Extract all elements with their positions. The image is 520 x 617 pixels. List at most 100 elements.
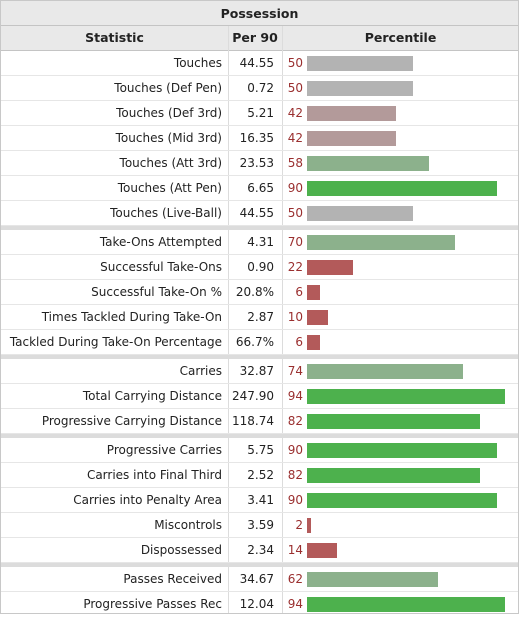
percentile-bar [307,414,480,429]
percentile-value: 6 [295,335,303,349]
percentile-value: 50 [287,206,303,220]
group-separator [1,355,518,359]
column-header-statistic[interactable]: Statistic [85,30,144,45]
percentile-bar [307,235,455,250]
per90-value: 5.21 [247,106,274,120]
table-row: Progressive Carrying Distance 118.74 82 [1,409,518,434]
table-row: Successful Take-On % 20.8% 6 [1,280,518,305]
table-row: Touches (Att Pen) 6.65 90 [1,176,518,201]
per90-value: 12.04 [239,597,274,611]
percentile-bar [307,260,353,275]
per90-value: 20.8% [235,285,274,299]
stat-name: Progressive Carrying Distance [41,414,222,428]
per90-value: 4.31 [247,235,274,249]
percentile-bar [307,389,505,404]
percentile-bar [307,285,320,300]
table-row: Carries into Penalty Area 3.41 90 [1,488,518,513]
per90-value: 2.87 [247,310,274,324]
stat-name: Times Tackled During Take-On [41,310,222,324]
stat-name: Passes Received [123,572,222,586]
percentile-bar [307,543,337,558]
percentile-bar [307,572,438,587]
group-separator [1,434,518,438]
group-separator [1,226,518,230]
per90-value: 3.41 [247,493,274,507]
per90-value: 66.7% [235,335,274,349]
table-row: Carries into Final Third 2.52 82 [1,463,518,488]
group-separator [1,563,518,567]
table-row: Carries 32.87 74 [1,359,518,384]
table-row: Take-Ons Attempted 4.31 70 [1,230,518,255]
stat-name: Total Carrying Distance [82,389,222,403]
column-header-percentile[interactable]: Percentile [364,30,437,45]
percentile-value: 82 [287,468,303,482]
column-divider [228,26,229,613]
percentile-value: 22 [287,260,303,274]
stat-name: Progressive Carries [106,443,222,457]
stat-name: Progressive Passes Rec [83,597,222,611]
table-row: Touches (Def 3rd) 5.21 42 [1,101,518,126]
table-row: Touches (Def Pen) 0.72 50 [1,76,518,101]
per90-value: 0.72 [247,81,274,95]
table-row: Touches 44.55 50 [1,51,518,76]
per90-value: 32.87 [239,364,274,378]
table-row: Touches (Mid 3rd) 16.35 42 [1,126,518,151]
stat-name: Touches (Live-Ball) [110,206,222,220]
table-row: Times Tackled During Take-On 2.87 10 [1,305,518,330]
percentile-value: 90 [287,443,303,457]
percentile-value: 10 [287,310,303,324]
per90-value: 16.35 [239,131,274,145]
table-row: Progressive Carries 5.75 90 [1,438,518,463]
percentile-value: 6 [295,285,303,299]
percentile-bar [307,335,320,350]
column-header-per90[interactable]: Per 90 [232,30,278,45]
percentile-value: 82 [287,414,303,428]
stat-name: Successful Take-Ons [100,260,222,274]
per90-value: 118.74 [232,414,274,428]
per90-value: 44.55 [239,56,274,70]
stat-name: Touches (Att 3rd) [119,156,222,170]
percentile-value: 14 [287,543,303,557]
percentile-bar [307,443,497,458]
percentile-value: 90 [287,181,303,195]
stat-name: Carries [179,364,222,378]
percentile-value: 58 [287,156,303,170]
column-divider [282,26,283,613]
per90-value: 2.52 [247,468,274,482]
table-row: Progressive Passes Rec 12.04 94 [1,592,518,617]
percentile-bar [307,56,413,71]
percentile-value: 2 [295,518,303,532]
percentile-value: 62 [287,572,303,586]
stat-name: Dispossessed [140,543,222,557]
stat-name: Touches (Mid 3rd) [115,131,222,145]
stat-name: Touches (Att Pen) [117,181,222,195]
percentile-bar [307,493,497,508]
percentile-bar [307,131,396,146]
per90-value: 23.53 [239,156,274,170]
percentile-value: 50 [287,56,303,70]
percentile-value: 42 [287,106,303,120]
table-row: Total Carrying Distance 247.90 94 [1,384,518,409]
table-header: Statistic Per 90 Percentile [1,26,518,51]
stat-name: Take-Ons Attempted [99,235,222,249]
stat-name: Touches [173,56,222,70]
percentile-bar [307,81,413,96]
per90-value: 0.90 [247,260,274,274]
table-row: Touches (Att 3rd) 23.53 58 [1,151,518,176]
percentile-value: 74 [287,364,303,378]
per90-value: 5.75 [247,443,274,457]
percentile-value: 70 [287,235,303,249]
per90-value: 2.34 [247,543,274,557]
percentile-value: 94 [287,389,303,403]
stat-name: Miscontrols [154,518,222,532]
percentile-bar [307,206,413,221]
stat-name: Successful Take-On % [91,285,222,299]
percentile-bar [307,156,429,171]
per90-value: 44.55 [239,206,274,220]
percentile-bar [307,310,328,325]
per90-value: 3.59 [247,518,274,532]
percentile-value: 50 [287,81,303,95]
percentile-value: 90 [287,493,303,507]
table-row: Successful Take-Ons 0.90 22 [1,255,518,280]
